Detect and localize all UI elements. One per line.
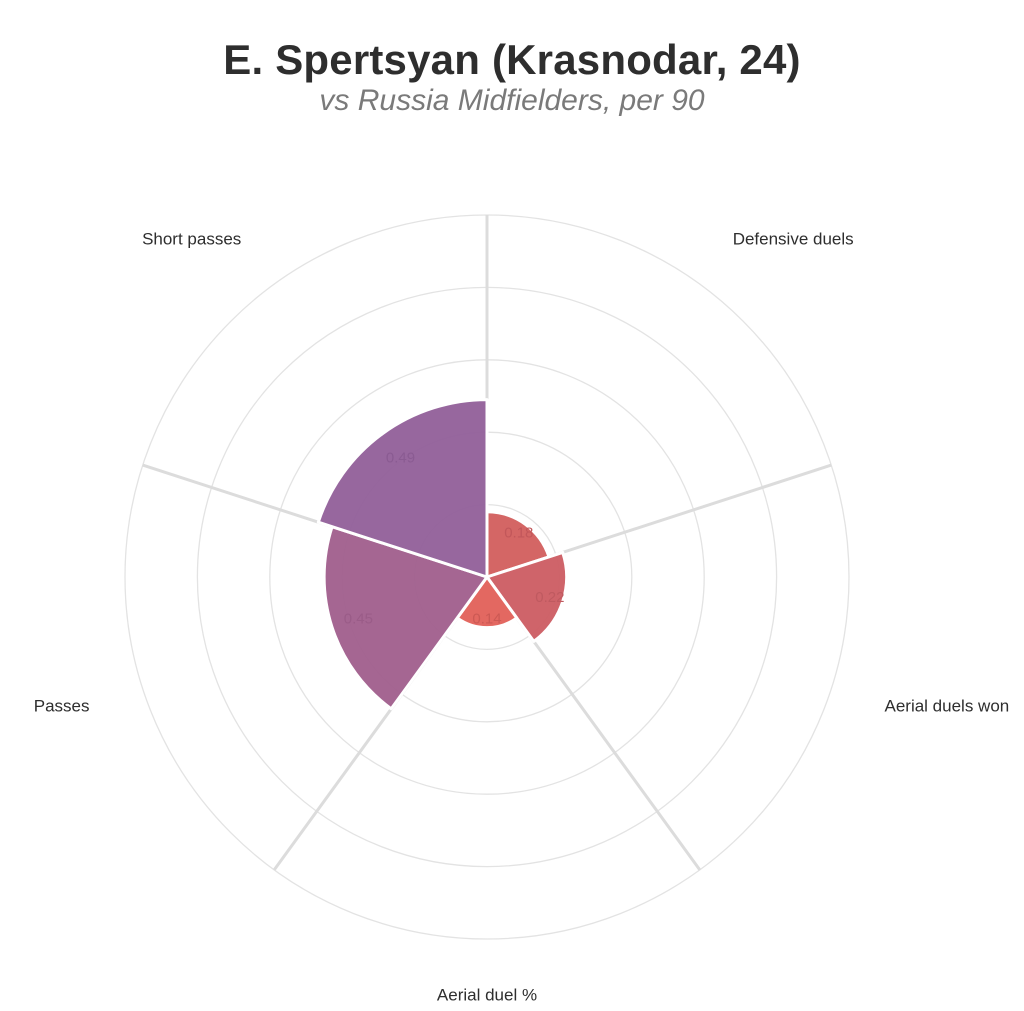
axis-label-defensive-duels: Defensive duels [733, 229, 854, 248]
value-label-aerial-duels-won: 0.22 [535, 589, 564, 606]
chart-title: E. Spertsyan (Krasnodar, 24) [223, 36, 801, 83]
axis-label-aerial-duel-pct: Aerial duel % [437, 986, 537, 1005]
axis-label-short-passes: Short passes [142, 229, 241, 248]
bar-passes [322, 525, 489, 711]
bar-aerial-duel-pct [455, 575, 519, 630]
bar-short-passes [316, 398, 489, 579]
chart-subtitle: vs Russia Midfielders, per 90 [319, 84, 705, 117]
value-label-aerial-duel-pct: 0.14 [472, 611, 501, 628]
labels: 0.18 0.22 0.14 0.45 0.49 Defensive duels Aeria… [34, 229, 1010, 1004]
value-label-short-passes: 0.49 [386, 449, 415, 466]
axis-label-aerial-duels-won: Aerial duels won [885, 697, 1010, 716]
bars [316, 398, 569, 711]
axis-label-passes: Passes [34, 697, 90, 716]
bar-aerial-duels-won [485, 550, 569, 643]
value-label-passes: 0.45 [344, 610, 373, 627]
value-label-defensive-duels: 0.18 [504, 525, 533, 542]
